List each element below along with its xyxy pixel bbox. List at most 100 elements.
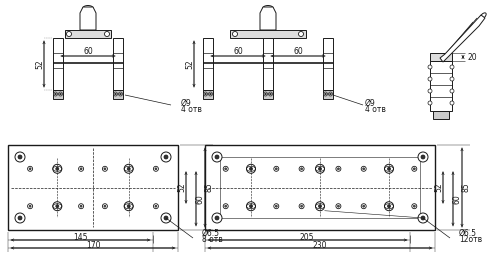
Circle shape [336,204,341,209]
Circle shape [268,92,272,96]
Circle shape [104,168,106,170]
Circle shape [250,205,252,208]
Circle shape [276,205,278,207]
Circle shape [124,164,133,173]
Circle shape [316,202,324,211]
Circle shape [421,216,425,220]
Circle shape [224,168,226,170]
Circle shape [104,32,110,37]
Bar [220,157,420,218]
Polygon shape [80,7,96,30]
Circle shape [53,164,62,173]
Circle shape [212,152,222,162]
Text: 4 отв: 4 отв [365,104,386,113]
Text: Ø6.5: Ø6.5 [202,229,220,238]
Circle shape [421,155,425,159]
Text: 20: 20 [468,53,477,61]
Text: 4 отв: 4 отв [181,104,202,113]
Circle shape [450,101,454,105]
Circle shape [412,166,417,171]
Circle shape [210,93,212,95]
Circle shape [264,92,268,96]
Ellipse shape [83,6,93,10]
Circle shape [362,168,364,170]
Circle shape [80,168,82,170]
Circle shape [28,166,32,171]
Text: Ø9: Ø9 [181,99,192,108]
Circle shape [324,92,328,96]
Circle shape [29,168,31,170]
Circle shape [56,205,59,208]
Bar [53,38,63,90]
Circle shape [161,152,171,162]
Circle shape [18,155,22,159]
Bar [65,30,111,38]
Bar [113,90,123,99]
Circle shape [414,205,416,207]
Circle shape [384,202,394,211]
Text: 85: 85 [204,183,214,192]
Text: 12отв: 12отв [459,234,482,244]
Text: 60: 60 [196,194,204,204]
Bar [323,38,333,90]
Bar [203,90,213,99]
Text: 60: 60 [293,48,303,57]
Circle shape [316,164,324,173]
Text: 145: 145 [73,233,88,241]
Circle shape [58,92,62,96]
Circle shape [428,89,432,93]
Bar [53,90,63,99]
Circle shape [28,204,32,209]
Bar [323,90,333,99]
Circle shape [154,204,158,209]
Circle shape [18,216,22,220]
Circle shape [155,205,157,207]
Text: 52: 52 [36,59,44,69]
Circle shape [78,204,84,209]
Circle shape [428,101,432,105]
Circle shape [164,155,168,159]
Circle shape [338,205,340,207]
Circle shape [124,202,133,211]
Circle shape [15,152,25,162]
Circle shape [384,164,394,173]
Ellipse shape [480,13,486,19]
Polygon shape [440,15,485,62]
Circle shape [330,93,332,95]
Bar [263,38,273,90]
Circle shape [328,92,332,96]
Text: Ø9: Ø9 [365,99,376,108]
Bar [113,38,123,90]
Circle shape [114,92,117,96]
Circle shape [250,167,252,170]
Text: 60: 60 [83,48,93,57]
Circle shape [299,204,304,209]
Circle shape [318,167,322,170]
Circle shape [412,204,417,209]
Circle shape [274,204,279,209]
Polygon shape [260,7,276,30]
Text: 60: 60 [233,48,243,57]
Circle shape [15,213,25,223]
Circle shape [104,205,106,207]
Circle shape [428,77,432,81]
Circle shape [66,32,71,37]
Text: 230: 230 [313,241,327,249]
Circle shape [127,205,130,208]
Circle shape [450,89,454,93]
Circle shape [338,168,340,170]
Circle shape [56,167,59,170]
Bar [433,111,449,119]
Circle shape [450,77,454,81]
Circle shape [29,205,31,207]
Text: 205: 205 [300,233,314,241]
Circle shape [204,93,206,95]
Circle shape [276,168,278,170]
Circle shape [54,92,58,96]
Bar [230,30,306,38]
Text: 52: 52 [186,59,194,69]
Circle shape [300,168,302,170]
Text: 85: 85 [462,183,470,192]
Circle shape [114,93,116,95]
Circle shape [362,205,364,207]
